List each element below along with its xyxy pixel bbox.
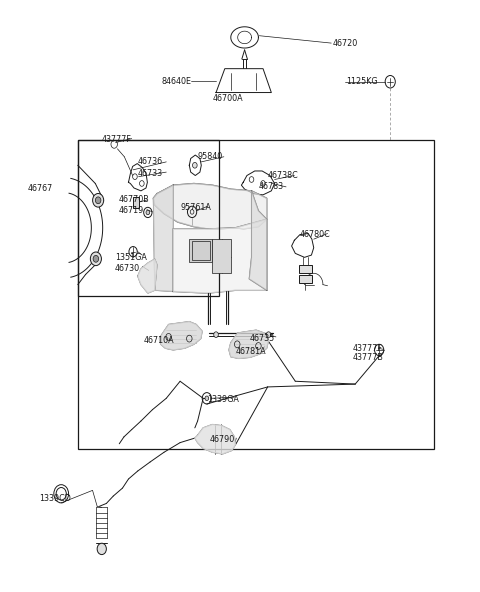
Text: 46790: 46790 [210, 435, 235, 444]
Polygon shape [154, 184, 267, 229]
Circle shape [214, 332, 218, 337]
Bar [78, 140, 219, 296]
Text: 46767: 46767 [28, 184, 53, 192]
Text: 46733: 46733 [138, 169, 163, 178]
Text: 46720: 46720 [332, 38, 358, 47]
Bar [189, 239, 212, 262]
Circle shape [93, 255, 99, 262]
Circle shape [205, 396, 209, 401]
Text: 43777B: 43777B [353, 353, 384, 362]
Polygon shape [154, 185, 173, 291]
Text: 46735: 46735 [249, 334, 275, 343]
Text: 46730: 46730 [115, 263, 140, 273]
Text: 46710A: 46710A [143, 336, 174, 345]
Circle shape [266, 332, 271, 337]
Bar [212, 239, 231, 274]
Bar [132, 197, 139, 208]
Text: 1351GA: 1351GA [115, 253, 146, 262]
Polygon shape [195, 424, 235, 454]
Polygon shape [229, 330, 269, 359]
Circle shape [96, 197, 101, 204]
Bar [299, 265, 312, 274]
Text: 43777F: 43777F [102, 135, 132, 144]
Text: 46719: 46719 [119, 206, 144, 215]
Text: 43777F: 43777F [353, 344, 383, 353]
Text: 84640E: 84640E [162, 77, 192, 86]
Text: 46780C: 46780C [300, 230, 331, 239]
Circle shape [93, 194, 104, 207]
Polygon shape [159, 321, 202, 350]
Text: 1339CD: 1339CD [39, 494, 72, 503]
Circle shape [90, 252, 101, 266]
Circle shape [97, 543, 107, 555]
Text: 95840: 95840 [198, 152, 223, 161]
Text: 1339GA: 1339GA [207, 395, 239, 404]
Bar [299, 275, 312, 284]
Circle shape [192, 162, 197, 168]
Text: 1125KG: 1125KG [346, 77, 378, 86]
Polygon shape [173, 219, 267, 293]
Text: 95761A: 95761A [180, 204, 211, 213]
Polygon shape [138, 259, 157, 293]
Text: 46783: 46783 [258, 182, 284, 191]
Text: 46700A: 46700A [212, 94, 243, 103]
Text: 46781A: 46781A [235, 347, 266, 356]
Text: 46736: 46736 [138, 157, 163, 166]
Text: 46738C: 46738C [268, 171, 299, 180]
Circle shape [146, 210, 150, 215]
Text: 46770B: 46770B [119, 195, 150, 204]
Bar [192, 241, 210, 260]
Bar [78, 140, 433, 449]
Polygon shape [249, 191, 267, 290]
